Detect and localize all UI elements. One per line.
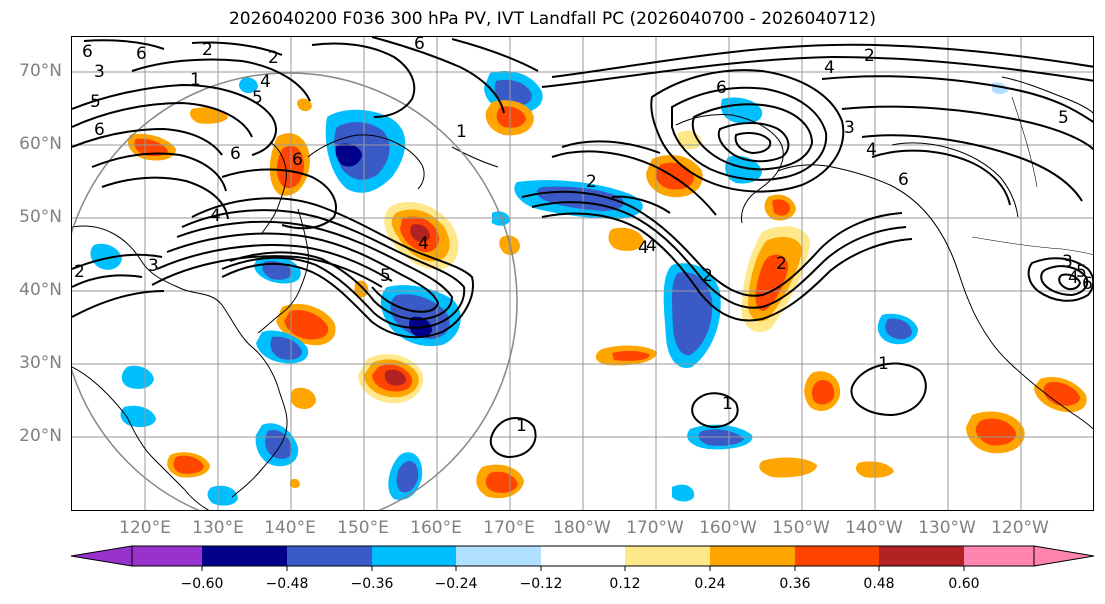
colorbar-extend-right xyxy=(1033,545,1095,567)
colorbar-tick: −0.36 xyxy=(350,576,394,592)
contour-label: 5 xyxy=(1076,262,1087,282)
radius-circle xyxy=(72,72,518,510)
contour-label: 6 xyxy=(82,42,93,62)
contour-label: 6 xyxy=(292,150,303,170)
colorbar-bin xyxy=(456,546,541,566)
contour-label: 4 xyxy=(638,238,649,258)
lon-label-150w: 150°W xyxy=(772,518,830,538)
contour-label: 6 xyxy=(716,78,727,98)
contour-label: 4 xyxy=(1068,268,1079,288)
contour-label: 3 xyxy=(94,62,105,82)
lon-label-180w: 180°W xyxy=(553,518,611,538)
contour-label: 2 xyxy=(702,266,713,286)
lon-label-130e: 130°E xyxy=(192,518,244,538)
colorbar-bin xyxy=(795,546,879,566)
contour-label: 1 xyxy=(722,394,733,414)
colorbar-extend-left xyxy=(70,545,133,567)
contour-label: 4 xyxy=(824,58,835,78)
lon-label-130w: 130°W xyxy=(918,518,976,538)
lon-label-150e: 150°E xyxy=(337,518,389,538)
lon-label-170w: 170°W xyxy=(626,518,684,538)
lon-label-120e: 120°E xyxy=(119,518,171,538)
contour-label: 4 xyxy=(210,206,221,226)
contour-label: 4 xyxy=(260,72,271,92)
contour-label: 6 xyxy=(230,144,241,164)
contour-label: 2 xyxy=(268,48,279,68)
lat-label-50n: 50°N xyxy=(19,207,62,227)
contour-label: 2 xyxy=(776,254,787,274)
contour-label: 1 xyxy=(516,416,527,436)
contour-label: 6 xyxy=(898,170,909,190)
lat-label-30n: 30°N xyxy=(19,353,62,373)
lon-label-160e: 160°E xyxy=(410,518,462,538)
colorbar-tick: 0.48 xyxy=(863,576,895,592)
colorbar-bin xyxy=(964,546,1034,566)
colorbar-bin xyxy=(372,546,456,566)
colorbar-bin xyxy=(287,546,372,566)
colorbar-bin xyxy=(879,546,964,566)
contour-label: 2 xyxy=(586,172,597,192)
contour-label: 6 xyxy=(414,37,425,54)
colorbar-bin xyxy=(625,546,710,566)
contour-label: 6 xyxy=(94,120,105,140)
contour-label: 1 xyxy=(190,70,201,90)
coastlines xyxy=(72,76,1093,510)
lon-label-170e: 170°E xyxy=(483,518,535,538)
colorbar-tick: 0.60 xyxy=(948,576,980,592)
colorbar-tick: −0.24 xyxy=(434,576,478,592)
colorbar-bin xyxy=(132,546,202,566)
contour-label: 4 xyxy=(866,140,877,160)
contour-label: 6 xyxy=(1082,274,1093,294)
lat-label-60n: 60°N xyxy=(19,134,62,154)
contour-label: 3 xyxy=(148,256,159,276)
map-title: 2026040200 F036 300 hPa PV, IVT Landfall… xyxy=(228,9,876,29)
lon-label-160w: 160°W xyxy=(699,518,757,538)
colorbar-tick: 0.12 xyxy=(609,576,641,592)
colorbar-bin xyxy=(541,546,625,566)
graticule xyxy=(72,37,1093,510)
colorbar-tick: −0.60 xyxy=(180,576,224,592)
contour-labels: 1 2 6 4 2 5 6 3 6 5 2 6 6 4 6 1 2 4 6 3 … xyxy=(74,37,1093,436)
colorbar-bin xyxy=(710,546,795,566)
map-panel: 1 2 6 4 2 5 6 3 6 5 2 6 6 4 6 1 2 4 6 3 … xyxy=(71,36,1094,511)
contour-label: 2 xyxy=(202,40,213,60)
colorbar-tick: −0.12 xyxy=(519,576,563,592)
contour-label: 3 xyxy=(1062,252,1073,272)
lat-label-70n: 70°N xyxy=(19,61,62,81)
ivt-contours xyxy=(72,37,1093,459)
contour-label: 1 xyxy=(456,122,467,142)
colorbar-tick: 0.36 xyxy=(779,576,811,592)
colorbar-tick: −0.48 xyxy=(265,576,309,592)
contour-label: 5 xyxy=(90,92,101,112)
contour-label: 2 xyxy=(864,46,875,66)
colorbar-tick: 0.24 xyxy=(694,576,726,592)
contour-label: 5 xyxy=(380,266,391,286)
contour-label: 4 xyxy=(646,236,657,256)
contour-label: 3 xyxy=(844,118,855,138)
contour-label: 4 xyxy=(418,234,429,254)
contour-label: 2 xyxy=(74,262,85,282)
lon-label-140w: 140°W xyxy=(845,518,903,538)
contour-label: 5 xyxy=(1058,108,1069,128)
contour-label: 6 xyxy=(136,44,147,64)
lon-label-120w: 120°W xyxy=(991,518,1049,538)
colorbar-bin xyxy=(202,546,287,566)
lat-label-20n: 20°N xyxy=(19,426,62,446)
contour-label: 5 xyxy=(252,88,263,108)
lon-label-140e: 140°E xyxy=(264,518,316,538)
map-canvas: 1 2 6 4 2 5 6 3 6 5 2 6 6 4 6 1 2 4 6 3 … xyxy=(72,37,1093,510)
lat-label-40n: 40°N xyxy=(19,280,62,300)
contour-label: 1 xyxy=(878,354,889,374)
